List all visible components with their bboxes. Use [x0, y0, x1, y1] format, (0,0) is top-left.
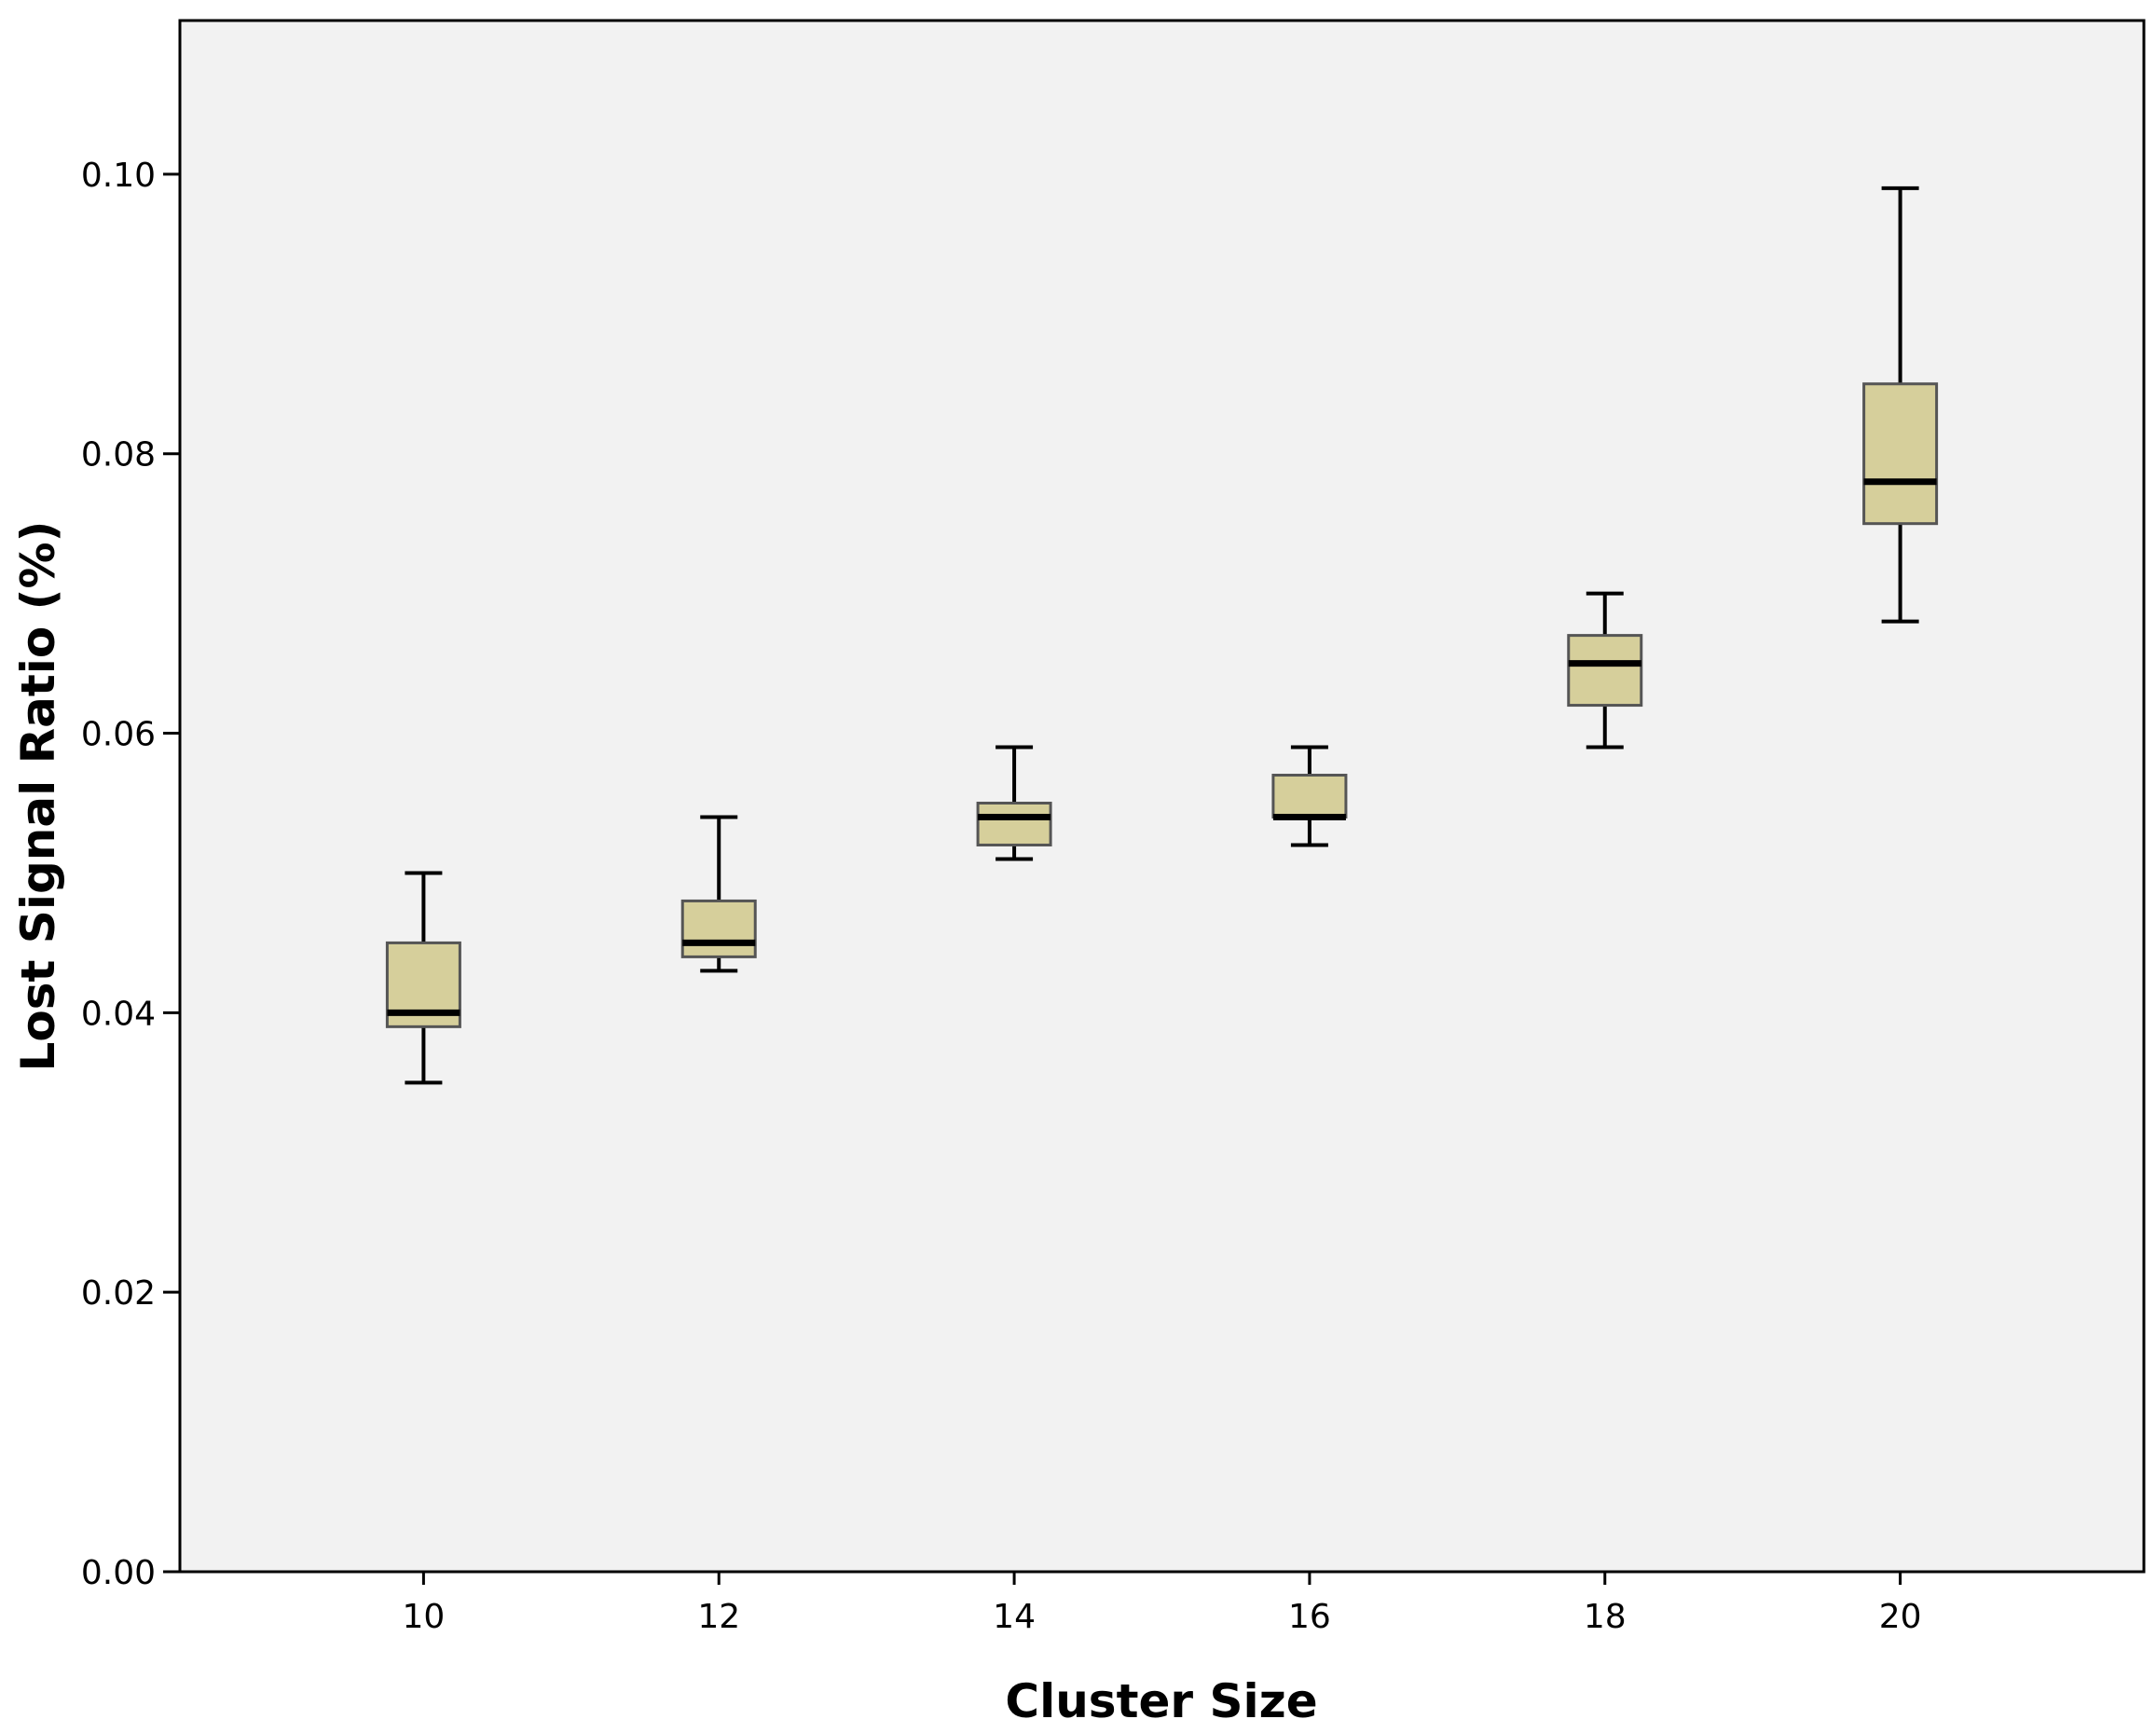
y-tick-label: 0.02 — [81, 1274, 156, 1313]
y-tick-label: 0.04 — [81, 995, 156, 1033]
box-12 — [680, 815, 757, 973]
box-iqr — [976, 801, 1052, 846]
x-tick-label: 20 — [1879, 1598, 1922, 1636]
x-tick-label: 16 — [1288, 1598, 1331, 1636]
box-10 — [385, 871, 461, 1085]
plot-area — [178, 19, 2146, 1574]
box-iqr — [1862, 382, 1939, 526]
x-axis: 10 12 14 16 18 20 — [402, 1572, 1922, 1636]
box-iqr — [680, 899, 757, 958]
y-tick-label: 0.06 — [81, 716, 156, 754]
x-tick-label: 10 — [402, 1598, 445, 1636]
y-tick-label: 0.00 — [81, 1554, 156, 1592]
box-iqr — [1567, 634, 1643, 708]
box-series — [385, 186, 1939, 1085]
box-iqr — [1271, 774, 1348, 818]
x-tick-label: 18 — [1584, 1598, 1627, 1636]
box-16 — [1271, 745, 1348, 847]
x-axis-title: Cluster Size — [1005, 1674, 1317, 1728]
y-axis-title: Lost Signal Ratio (%) — [11, 521, 65, 1072]
box-20 — [1862, 186, 1939, 624]
box-18 — [1567, 591, 1643, 750]
y-axis: 0.00 0.02 0.04 0.06 0.08 0.10 — [81, 157, 180, 1592]
box-14 — [976, 745, 1052, 861]
x-tick-label: 14 — [993, 1598, 1036, 1636]
y-tick-label: 0.10 — [81, 157, 156, 195]
y-tick-label: 0.08 — [81, 436, 156, 475]
x-tick-label: 12 — [697, 1598, 740, 1636]
